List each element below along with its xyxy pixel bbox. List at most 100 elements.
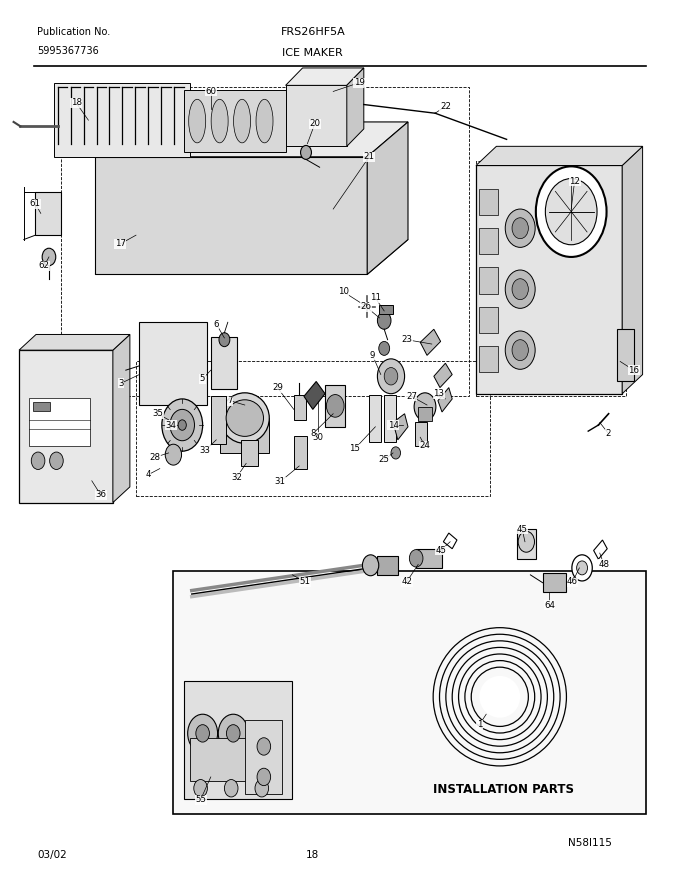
Bar xyxy=(95,157,367,274)
Text: 45: 45 xyxy=(517,525,528,534)
Circle shape xyxy=(188,714,218,753)
Circle shape xyxy=(255,780,269,797)
Bar xyxy=(173,571,646,814)
Circle shape xyxy=(165,444,182,465)
Circle shape xyxy=(391,447,401,459)
Text: 15: 15 xyxy=(350,444,360,453)
Text: 22: 22 xyxy=(440,102,451,111)
Text: 7: 7 xyxy=(227,396,233,405)
Text: 13: 13 xyxy=(433,389,444,398)
Text: 25: 25 xyxy=(379,456,390,464)
Bar xyxy=(190,738,279,781)
Polygon shape xyxy=(438,388,452,412)
Circle shape xyxy=(577,561,588,575)
Circle shape xyxy=(219,333,230,347)
Text: 16: 16 xyxy=(628,366,639,375)
Circle shape xyxy=(518,531,534,552)
Text: 28: 28 xyxy=(150,453,160,462)
Polygon shape xyxy=(113,334,130,503)
Ellipse shape xyxy=(189,99,206,143)
Text: 21: 21 xyxy=(364,152,375,161)
Text: 4: 4 xyxy=(146,470,151,479)
Text: 34: 34 xyxy=(166,421,177,429)
Text: 24: 24 xyxy=(420,442,430,450)
Circle shape xyxy=(301,145,311,159)
Text: 45: 45 xyxy=(435,546,446,555)
Bar xyxy=(211,337,237,389)
Bar xyxy=(377,556,398,575)
Text: 2: 2 xyxy=(606,429,611,438)
Bar xyxy=(379,305,393,314)
Text: 33: 33 xyxy=(200,446,211,455)
Circle shape xyxy=(196,725,209,742)
Ellipse shape xyxy=(220,393,269,443)
Ellipse shape xyxy=(234,99,250,143)
Text: 51: 51 xyxy=(299,577,310,586)
Circle shape xyxy=(178,420,186,430)
Text: 9: 9 xyxy=(370,351,375,360)
Text: 60: 60 xyxy=(205,87,216,96)
Circle shape xyxy=(414,393,436,421)
Polygon shape xyxy=(19,334,130,350)
Circle shape xyxy=(505,270,535,308)
Bar xyxy=(294,436,307,469)
Text: 55: 55 xyxy=(195,795,206,804)
Bar xyxy=(245,720,282,794)
Polygon shape xyxy=(434,363,452,388)
Circle shape xyxy=(42,248,56,266)
Text: N58I115: N58I115 xyxy=(568,838,612,848)
Text: 10: 10 xyxy=(338,287,349,296)
Bar xyxy=(211,396,226,444)
Text: 6: 6 xyxy=(214,320,219,328)
Polygon shape xyxy=(420,329,441,355)
Circle shape xyxy=(257,768,271,786)
Bar xyxy=(418,407,432,421)
Bar xyxy=(241,440,258,466)
Circle shape xyxy=(257,738,271,755)
Circle shape xyxy=(377,312,391,329)
Ellipse shape xyxy=(211,99,228,143)
Text: 14: 14 xyxy=(388,421,398,429)
Text: ICE MAKER: ICE MAKER xyxy=(282,48,343,58)
Circle shape xyxy=(226,725,240,742)
Text: 5: 5 xyxy=(200,375,205,383)
Bar xyxy=(479,267,498,294)
Circle shape xyxy=(505,209,535,247)
Polygon shape xyxy=(54,83,190,157)
Text: 61: 61 xyxy=(30,199,41,208)
Text: 30: 30 xyxy=(313,433,324,442)
Bar xyxy=(29,398,90,446)
Bar xyxy=(369,395,381,442)
Polygon shape xyxy=(347,68,364,146)
Text: 18: 18 xyxy=(306,850,320,861)
Bar xyxy=(136,361,490,496)
Bar xyxy=(184,681,292,799)
Bar xyxy=(476,161,626,396)
Bar xyxy=(415,422,427,446)
Circle shape xyxy=(31,452,45,469)
Circle shape xyxy=(362,555,379,576)
Circle shape xyxy=(218,714,248,753)
Polygon shape xyxy=(476,146,643,165)
Text: 46: 46 xyxy=(567,577,578,586)
Text: 48: 48 xyxy=(598,560,609,569)
Circle shape xyxy=(326,395,344,417)
Bar xyxy=(384,395,396,442)
Bar xyxy=(33,402,50,411)
Bar xyxy=(220,418,269,453)
Circle shape xyxy=(512,340,528,361)
Circle shape xyxy=(170,409,194,441)
Text: 42: 42 xyxy=(401,577,412,586)
Polygon shape xyxy=(286,85,347,146)
Bar xyxy=(35,192,61,235)
Text: 62: 62 xyxy=(39,261,50,270)
Circle shape xyxy=(512,279,528,300)
Circle shape xyxy=(512,218,528,239)
Text: 17: 17 xyxy=(115,240,126,248)
Bar xyxy=(61,87,469,396)
Text: 18: 18 xyxy=(71,98,82,107)
Bar xyxy=(479,228,498,254)
Polygon shape xyxy=(622,146,643,394)
Circle shape xyxy=(536,166,607,257)
Text: 8: 8 xyxy=(310,429,316,438)
